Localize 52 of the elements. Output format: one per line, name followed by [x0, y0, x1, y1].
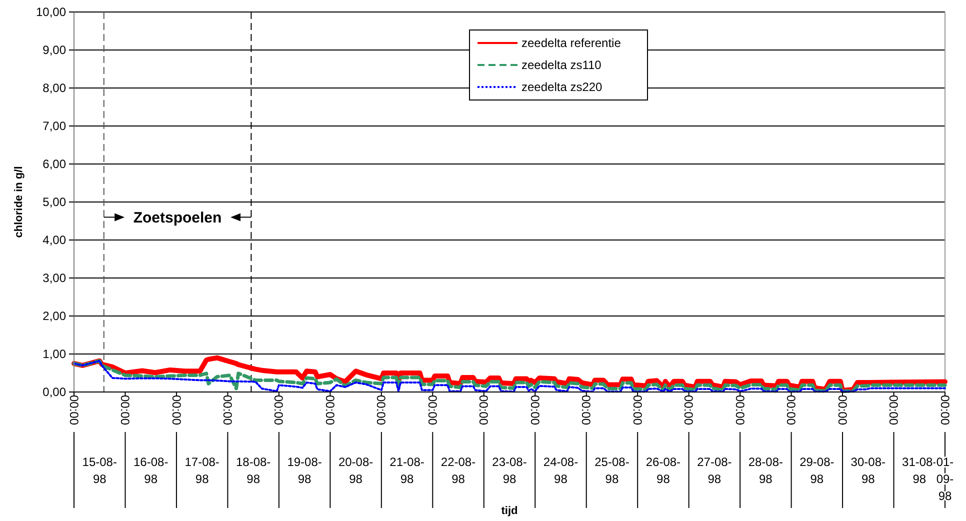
y-tick-label: 3,00 — [42, 271, 66, 286]
x2-tick-label: 19-08-98 — [287, 455, 322, 486]
x2-tick-label: 25-08-98 — [594, 455, 630, 486]
x2-tick-label: 22-08-98 — [440, 455, 476, 486]
x-tick-label: 00:00 — [528, 395, 542, 426]
x-tick-label: 00:00 — [425, 395, 440, 426]
x2-tick-label: 15-08-98 — [82, 455, 117, 486]
y-axis-title: chloride in g/l — [13, 166, 25, 238]
y-tick-label: 8,00 — [42, 81, 66, 96]
x2-tick-label: 29-08-98 — [800, 455, 834, 486]
x-tick-label: 00:00 — [579, 395, 594, 426]
x2-tick-label: 28-08-98 — [748, 455, 784, 486]
y-tick-label: 6,00 — [42, 157, 66, 172]
x2-tick-label: 23-08-98 — [492, 455, 527, 486]
y-tick-label: 10,00 — [36, 5, 66, 20]
x-tick-label: 00:00 — [66, 395, 81, 426]
x-tick-label: 00:00 — [886, 395, 901, 426]
x-tick-label: 00:00 — [118, 395, 132, 426]
y-tick-label: 2,00 — [42, 309, 66, 324]
x2-tick-label: 27-08-98 — [697, 455, 732, 486]
x2-tick-label: 21-08-98 — [390, 455, 424, 486]
x2-tick-label: 16-08-98 — [134, 455, 168, 486]
y-tick-label: 0,00 — [42, 385, 66, 400]
x2-tick-label: 30-08-98 — [850, 455, 886, 486]
x-tick-label: 00:00 — [322, 395, 337, 426]
legend-label: zeedelta zs220 — [522, 80, 603, 94]
y-tick-label: 7,00 — [42, 119, 66, 134]
x-tick-label: 00:00 — [630, 395, 644, 426]
x-tick-label: 00:00 — [476, 395, 491, 426]
x-tick-label: 00:00 — [784, 395, 798, 426]
x-tick-label: 00:00 — [682, 395, 696, 426]
x-tick-label: 00:00 — [938, 395, 952, 426]
x2-tick-label: 26-08-98 — [646, 455, 681, 486]
y-tick-label: 1,00 — [42, 347, 66, 362]
x-tick-label: 00:00 — [374, 395, 388, 426]
x-tick-label: 00:00 — [272, 395, 286, 426]
annotation: Zoetspoelen — [133, 209, 222, 226]
y-tick-label: 4,00 — [42, 233, 66, 248]
x-tick-label: 00:00 — [835, 395, 850, 426]
x2-tick-label: 24-08-98 — [543, 455, 578, 486]
x2-tick-label: 31-08-98 — [902, 455, 937, 486]
x-tick-label: 00:00 — [220, 395, 235, 426]
y-tick-label: 5,00 — [42, 195, 66, 210]
x-tick-label: 00:00 — [732, 395, 747, 426]
x-tick-label: 00:00 — [169, 395, 184, 426]
x-axis-title: tijd — [501, 505, 518, 517]
x2-tick-label: 18-08-98 — [236, 455, 271, 486]
legend-label: zeedelta zs110 — [522, 58, 602, 72]
x2-tick-label: 17-08-98 — [184, 455, 220, 486]
legend-label: zeedelta referentie — [522, 36, 622, 50]
y-tick-label: 9,00 — [42, 43, 66, 58]
x2-tick-label: 20-08-98 — [338, 455, 374, 486]
